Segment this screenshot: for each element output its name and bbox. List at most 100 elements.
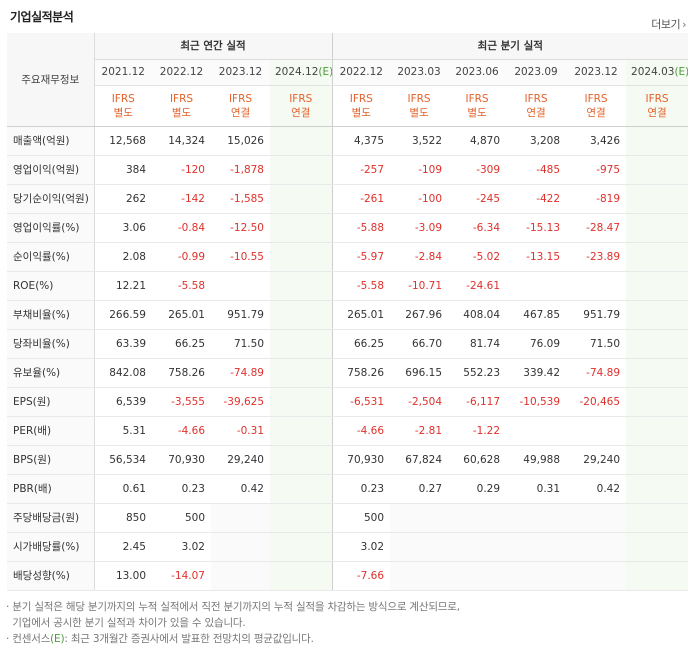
quarter-value-cell: -109	[390, 155, 449, 185]
row-label: BPS(원)	[7, 445, 95, 475]
quarter-value-cell: 0.42	[566, 474, 627, 504]
quarter-value-cell: -5.58	[332, 271, 391, 301]
row-label: EPS(원)	[7, 386, 95, 417]
annual-value-cell: 13.00	[94, 561, 152, 591]
quarter-value-cell	[506, 271, 567, 301]
annual-value-cell	[270, 561, 333, 591]
annual-period-header: 2024.12(E)	[270, 59, 333, 86]
quarter-period-header: 2022.12	[332, 59, 391, 86]
quarter-value-cell: -24.61	[448, 271, 507, 301]
row-label: 배당성향(%)	[7, 561, 95, 591]
annual-value-cell	[270, 299, 333, 330]
footnote-1: · 분기 실적은 해당 분기까지의 누적 실적에서 직전 분기까지의 누적 실적…	[6, 601, 460, 613]
annual-value-cell: -120	[152, 155, 211, 185]
annual-value-cell: 63.39	[94, 329, 152, 359]
more-link[interactable]: 더보기 ›	[651, 16, 686, 32]
quarter-value-cell: 66.70	[390, 329, 449, 359]
annual-value-cell: 66.25	[152, 329, 211, 359]
table-body: 매출액(억원) 12,568 14,324 15,026 4,375 3,522 4,870…	[7, 126, 689, 591]
annual-value-cell: 71.50	[211, 329, 270, 359]
annual-value-cell	[270, 445, 333, 475]
annual-value-cell: 842.08	[94, 358, 152, 388]
annual-value-cell	[270, 532, 333, 562]
row-label: 부채비율(%)	[7, 299, 95, 330]
quarter-value-cell: -975	[566, 155, 627, 185]
chevron-right-icon: ›	[682, 18, 686, 31]
table-row: 영업이익률(%) 3.06 -0.84 -12.50 -5.88 -3.09 -6.34 -1…	[7, 212, 689, 243]
annual-value-cell	[270, 474, 333, 504]
quarter-ifrs-header: IFRS 연결	[626, 85, 689, 127]
quarter-value-cell: 758.26	[332, 358, 391, 388]
annual-value-cell: 3.02	[152, 532, 211, 562]
quarter-value-cell: 552.23	[448, 358, 507, 388]
row-label: 유보율(%)	[7, 358, 95, 388]
annual-value-cell: -5.58	[152, 271, 211, 301]
quarter-value-cell: 265.01	[332, 299, 391, 330]
annual-value-cell	[270, 271, 333, 301]
table-row: 매출액(억원) 12,568 14,324 15,026 4,375 3,522 4,870…	[7, 126, 689, 156]
annual-value-cell	[211, 502, 270, 533]
quarter-value-cell: -3.09	[390, 212, 449, 243]
quarter-value-cell: -23.89	[566, 242, 627, 272]
quarter-value-cell: 3.02	[332, 532, 391, 562]
quarter-value-cell: 267.96	[390, 299, 449, 330]
more-label[interactable]: 더보기	[651, 18, 681, 31]
row-label: 주당배당금(원)	[7, 502, 95, 533]
section-title: 기업실적분석	[10, 10, 74, 24]
annual-value-cell	[211, 532, 270, 562]
quarter-value-cell: 3,522	[390, 126, 449, 156]
quarter-value-cell: -100	[390, 184, 449, 214]
quarter-value-cell: 500	[332, 502, 391, 533]
quarter-value-cell: 67,824	[390, 445, 449, 475]
annual-value-cell	[270, 502, 333, 533]
annual-ifrs-header: IFRS 연결	[270, 85, 333, 127]
quarter-value-cell	[566, 271, 627, 301]
quarter-value-cell: -1.22	[448, 416, 507, 446]
annual-value-cell: 0.61	[94, 474, 152, 504]
quarter-value-cell: -13.15	[506, 242, 567, 272]
quarter-value-cell	[626, 386, 689, 417]
table-row: PER(배) 5.31 -4.66 -0.31 -4.66 -2.81 -1.22	[7, 416, 689, 446]
quarter-ifrs-header: IFRS 연결	[566, 85, 627, 127]
table-row: ROE(%) 12.21 -5.58 -5.58 -10.71 -24.61	[7, 271, 689, 301]
annual-value-cell: -4.66	[152, 416, 211, 446]
annual-value-cell: -0.84	[152, 212, 211, 243]
quarter-value-cell: 696.15	[390, 358, 449, 388]
annual-value-cell: -14.07	[152, 561, 211, 591]
table-row: 주당배당금(원) 850 500 500	[7, 502, 689, 533]
quarter-value-cell: -2.84	[390, 242, 449, 272]
row-label: 당기순이익(억원)	[7, 184, 95, 214]
annual-value-cell: -10.55	[211, 242, 270, 272]
row-label: 시가배당률(%)	[7, 532, 95, 562]
quarter-value-cell	[626, 184, 689, 214]
quarter-value-cell: 4,870	[448, 126, 507, 156]
quarter-value-cell	[626, 416, 689, 446]
quarter-value-cell	[448, 561, 507, 591]
table-row: PBR(배) 0.61 0.23 0.42 0.23 0.27 0.29 0.31 0.42	[7, 474, 689, 504]
row-label: ROE(%)	[7, 271, 95, 301]
annual-value-cell	[270, 416, 333, 446]
group-header-row: 주요재무정보 최근 연간 실적 최근 분기 실적	[7, 33, 689, 127]
annual-value-cell: -12.50	[211, 212, 270, 243]
table-row: EPS(원) 6,539 -3,555 -39,625 -6,531 -2,504 -6,1…	[7, 386, 689, 417]
quarter-value-cell	[626, 242, 689, 272]
annual-value-cell: 5.31	[94, 416, 152, 446]
quarter-value-cell: -6,117	[448, 386, 507, 417]
quarter-value-cell	[506, 561, 567, 591]
quarter-value-cell: -28.47	[566, 212, 627, 243]
quarter-period-header: 2024.03(E)	[626, 59, 689, 86]
financial-table: 주요재무정보 최근 연간 실적 최근 분기 실적 2021.12 2022.12 2…	[7, 33, 689, 591]
annual-value-cell: -3,555	[152, 386, 211, 417]
row-label: PBR(배)	[7, 474, 95, 504]
quarter-value-cell: 71.50	[566, 329, 627, 359]
annual-value-cell: 12,568	[94, 126, 152, 156]
quarter-value-cell	[626, 212, 689, 243]
quarter-value-cell	[626, 126, 689, 156]
quarter-value-cell: -5.88	[332, 212, 391, 243]
quarter-value-cell: 951.79	[566, 299, 627, 330]
quarter-value-cell	[390, 502, 449, 533]
quarter-value-cell: 339.42	[506, 358, 567, 388]
quarter-value-cell: -819	[566, 184, 627, 214]
quarter-ifrs-header: IFRS 연결	[506, 85, 567, 127]
annual-value-cell: 384	[94, 155, 152, 185]
